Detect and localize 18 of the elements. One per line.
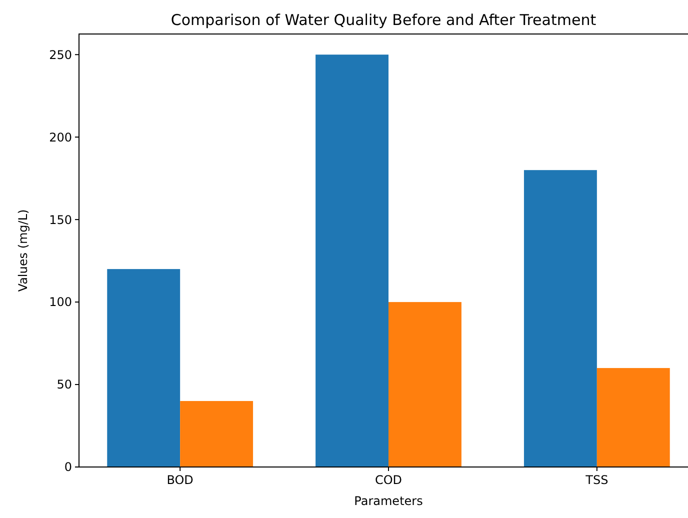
y-tick-label: 250	[49, 48, 72, 62]
x-tick-label: TSS	[584, 473, 608, 487]
y-tick-label: 50	[56, 378, 72, 392]
y-tick-label: 100	[49, 295, 72, 310]
bar	[316, 54, 388, 467]
y-tick-label: 200	[49, 130, 72, 144]
x-tick-label: BOD	[166, 473, 194, 487]
bar	[524, 170, 597, 467]
x-tick-label: COD	[374, 473, 402, 487]
bar	[107, 269, 180, 467]
bar	[596, 368, 670, 467]
x-axis-title: Parameters	[354, 494, 423, 508]
y-axis-title: Values (mg/L)	[16, 209, 30, 292]
bar	[388, 302, 462, 467]
y-tick-label: 0	[64, 460, 72, 474]
bar	[180, 401, 254, 467]
y-tick-label: 150	[49, 212, 72, 227]
chart-title: Comparison of Water Quality Before and After Treatment	[170, 11, 596, 29]
